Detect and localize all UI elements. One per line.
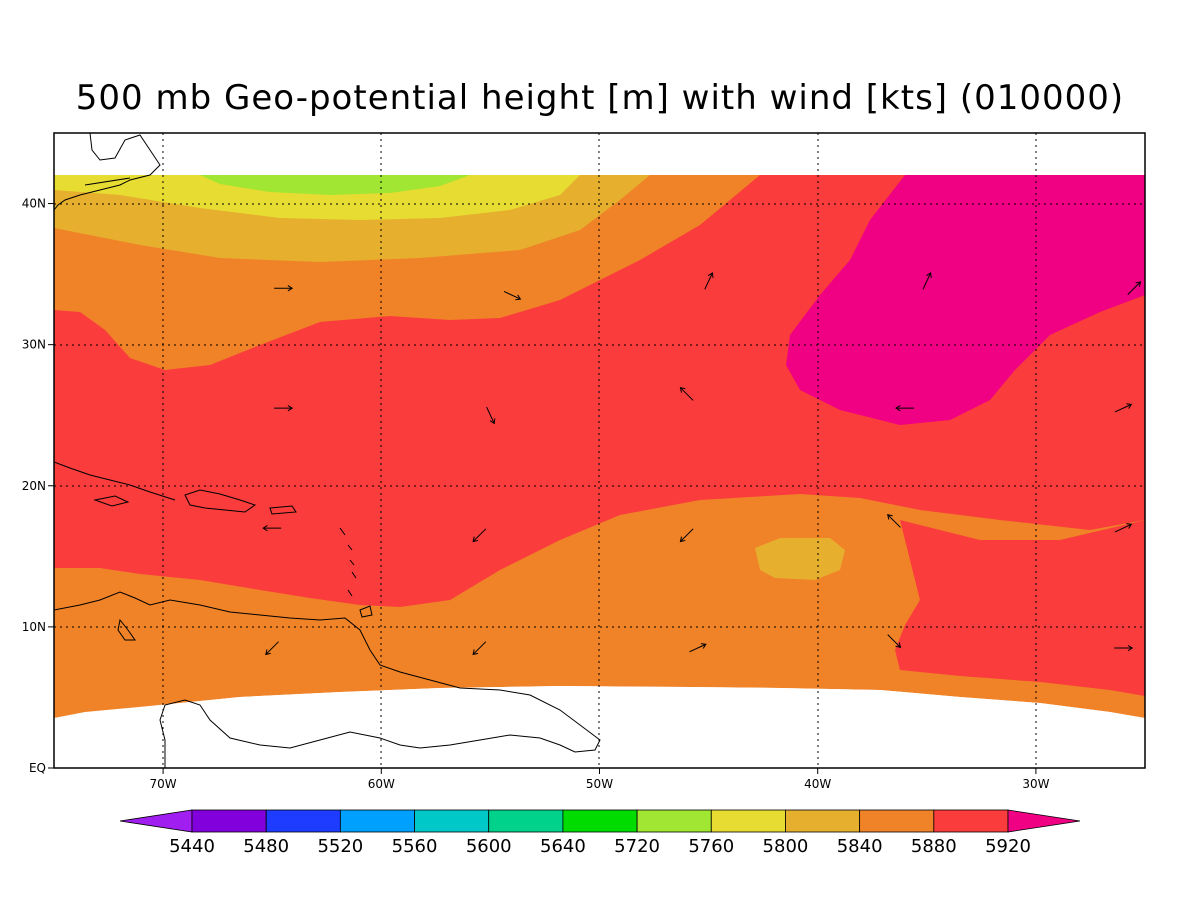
colorbar-under-triangle — [119, 809, 193, 833]
coast-hispaniola — [184, 489, 257, 513]
contour-fill-5800 — [54, 175, 580, 220]
colorbar-swatch — [488, 809, 564, 833]
latitude-tick-labels: EQ 10N 20N 30N 40N — [22, 197, 54, 775]
colorbar-label: 5880 — [911, 836, 957, 857]
wind-arrow — [679, 387, 694, 401]
colorbar: 5440 5480 5520 5560 5600 5640 5720 5760 5800 5840… — [119, 809, 1081, 857]
lon-tick-label: 50W — [586, 777, 613, 791]
wind-vectors — [262, 272, 1142, 656]
colorbar-swatch — [191, 809, 267, 833]
wind-arrow — [265, 641, 279, 656]
wind-arrow — [1114, 403, 1133, 413]
colorbar-label: 5440 — [169, 836, 215, 857]
colorbar-swatch — [785, 809, 861, 833]
wind-arrow — [486, 406, 496, 425]
coast-long-island — [84, 177, 131, 186]
coast-trinidad — [359, 605, 373, 618]
colorbar-swatch — [710, 809, 786, 833]
longitude-tick-labels: 70W 60W 50W 40W 30W — [150, 768, 1050, 791]
coast-south-america — [54, 591, 601, 768]
colorbar-swatch — [339, 809, 415, 833]
wind-arrow — [704, 272, 714, 290]
wind-arrow — [887, 634, 902, 649]
colorbar-label: 5800 — [763, 836, 809, 857]
wind-arrow — [887, 514, 901, 528]
colorbar-label: 5840 — [837, 836, 883, 857]
map-title: 500 mb Geo-potential height [m] with win… — [75, 78, 1125, 118]
wind-arrow — [262, 525, 282, 532]
colorbar-label: 5920 — [985, 836, 1031, 857]
colorbar-label: 5560 — [392, 836, 438, 857]
shaded-height-field — [54, 133, 1145, 768]
coast-jamaica — [93, 495, 130, 507]
graticule — [54, 133, 1145, 768]
coast-lake-maracaibo — [117, 618, 136, 641]
wind-arrow — [922, 272, 932, 290]
colorbar-swatch — [265, 809, 341, 833]
coastlines — [54, 133, 601, 768]
colorbar-swatch — [859, 809, 935, 833]
wind-arrow — [1127, 281, 1142, 295]
coast-lesser-antilles — [339, 527, 357, 597]
wind-arrow — [503, 291, 522, 301]
coast-cuba — [54, 461, 176, 501]
wind-arrow — [679, 528, 694, 543]
wind-arrow — [274, 285, 294, 292]
colorbar-swatch — [636, 809, 712, 833]
colorbar-label: 5480 — [243, 836, 289, 857]
wind-arrow — [472, 528, 487, 543]
wind-arrow — [895, 405, 914, 412]
wind-arrow — [689, 643, 707, 653]
colorbar-label: 5640 — [540, 836, 586, 857]
wind-arrow — [472, 641, 487, 656]
lon-tick-label: 70W — [150, 777, 177, 791]
colorbar-swatch — [562, 809, 638, 833]
contour-fill-5920-southeast — [895, 520, 1145, 696]
colorbar-label: 5720 — [614, 836, 660, 857]
lat-tick-label: 40N — [22, 197, 46, 211]
lat-tick-label: 20N — [22, 479, 46, 493]
colorbar-label: 5520 — [317, 836, 363, 857]
colorbar-swatch — [933, 809, 1009, 833]
colorbar-label: 5760 — [688, 836, 734, 857]
lat-tick-label: EQ — [29, 761, 46, 775]
coast-north-america — [54, 133, 161, 211]
lon-tick-label: 60W — [368, 777, 395, 791]
lat-tick-label: 10N — [22, 620, 46, 634]
colorbar-over-triangle — [1007, 809, 1081, 833]
wind-arrow — [1114, 523, 1133, 533]
contour-fill-5840-pocket — [755, 538, 845, 580]
colorbar-swatch — [414, 809, 490, 833]
contour-fill-5960-high — [786, 175, 1145, 425]
colorbar-label: 5600 — [466, 836, 512, 857]
coast-puerto-rico — [269, 505, 297, 515]
wind-arrow — [1114, 644, 1134, 652]
wind-arrow — [274, 405, 294, 412]
lat-tick-label: 30N — [22, 338, 46, 352]
lon-tick-label: 30W — [1022, 777, 1049, 791]
contour-fill-5760 — [200, 175, 470, 195]
lon-tick-label: 40W — [804, 777, 831, 791]
